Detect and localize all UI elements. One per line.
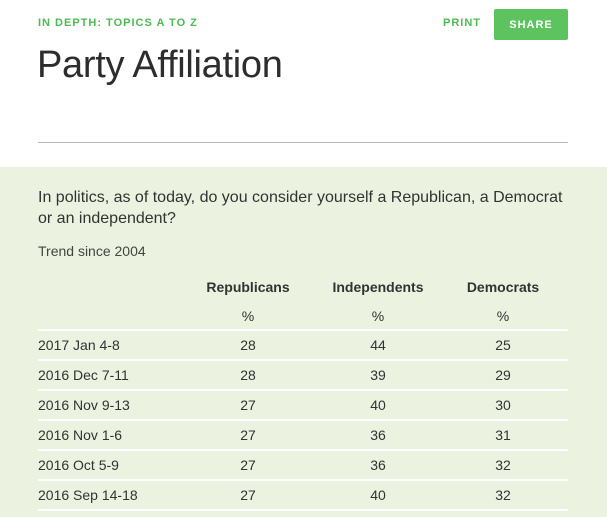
table-row: 2017 Jan 4-8 28 44 25: [38, 330, 568, 361]
table-row: 2016 Sep 14-18 27 40 32: [38, 480, 568, 511]
independents-value: 44: [318, 330, 438, 361]
independents-value: 40: [318, 480, 438, 511]
table-units-row: % % %: [38, 303, 568, 331]
trend-label: Trend since 2004: [38, 243, 146, 259]
unit-cell: %: [178, 303, 318, 331]
survey-question: In politics, as of today, do you conside…: [38, 189, 563, 227]
column-header-date: [38, 271, 178, 303]
independents-value: 39: [318, 360, 438, 391]
column-header-republicans: Republicans: [206, 279, 290, 295]
republicans-value: 27: [178, 420, 318, 451]
democrats-value: 31: [438, 420, 568, 451]
row-date: 2016 Nov 9-13: [38, 390, 178, 421]
unit-cell: %: [438, 303, 568, 331]
unit-cell: %: [318, 303, 438, 331]
unit-cell: [38, 303, 178, 331]
table-row: 2016 Nov 9-13 27 40 30: [38, 390, 568, 421]
table-header-row: Republicans Independents Democrats: [38, 271, 568, 303]
row-date: 2017 Jan 4-8: [38, 330, 178, 361]
section-kicker-link[interactable]: IN DEPTH: TOPICS A TO Z: [38, 17, 198, 29]
row-date: 2016 Oct 5-9: [38, 450, 178, 481]
table-row: 2016 Oct 5-9 27 36 32: [38, 450, 568, 481]
independents-value: 40: [318, 390, 438, 421]
page-header: IN DEPTH: TOPICS A TO Z PRINT SHARE Part…: [0, 0, 607, 167]
republicans-value: 27: [178, 390, 318, 421]
header-divider: [38, 142, 568, 143]
democrats-value: 25: [438, 330, 568, 361]
democrats-value: 32: [438, 450, 568, 481]
row-date: 2016 Nov 1-6: [38, 420, 178, 451]
row-date: 2016 Dec 7-11: [38, 360, 178, 391]
print-link[interactable]: PRINT: [443, 17, 481, 29]
democrats-value: 30: [438, 390, 568, 421]
republicans-value: 28: [178, 360, 318, 391]
data-panel: In politics, as of today, do you conside…: [0, 167, 607, 517]
page-title: Party Affiliation: [37, 44, 283, 86]
table-row: 2016 Nov 1-6 27 36 31: [38, 420, 568, 451]
column-header-independents: Independents: [332, 279, 424, 295]
party-affiliation-table: Republicans Independents Democrats % % %…: [38, 271, 568, 511]
column-header-democrats: Democrats: [466, 279, 540, 295]
republicans-value: 27: [178, 480, 318, 511]
row-date: 2016 Sep 14-18: [38, 480, 178, 511]
independents-value: 36: [318, 420, 438, 451]
table-row: 2016 Dec 7-11 28 39 29: [38, 360, 568, 391]
republicans-value: 27: [178, 450, 318, 481]
democrats-value: 29: [438, 360, 568, 391]
democrats-value: 32: [438, 480, 568, 511]
republicans-value: 28: [178, 330, 318, 361]
independents-value: 36: [318, 450, 438, 481]
share-button[interactable]: SHARE: [494, 9, 568, 40]
